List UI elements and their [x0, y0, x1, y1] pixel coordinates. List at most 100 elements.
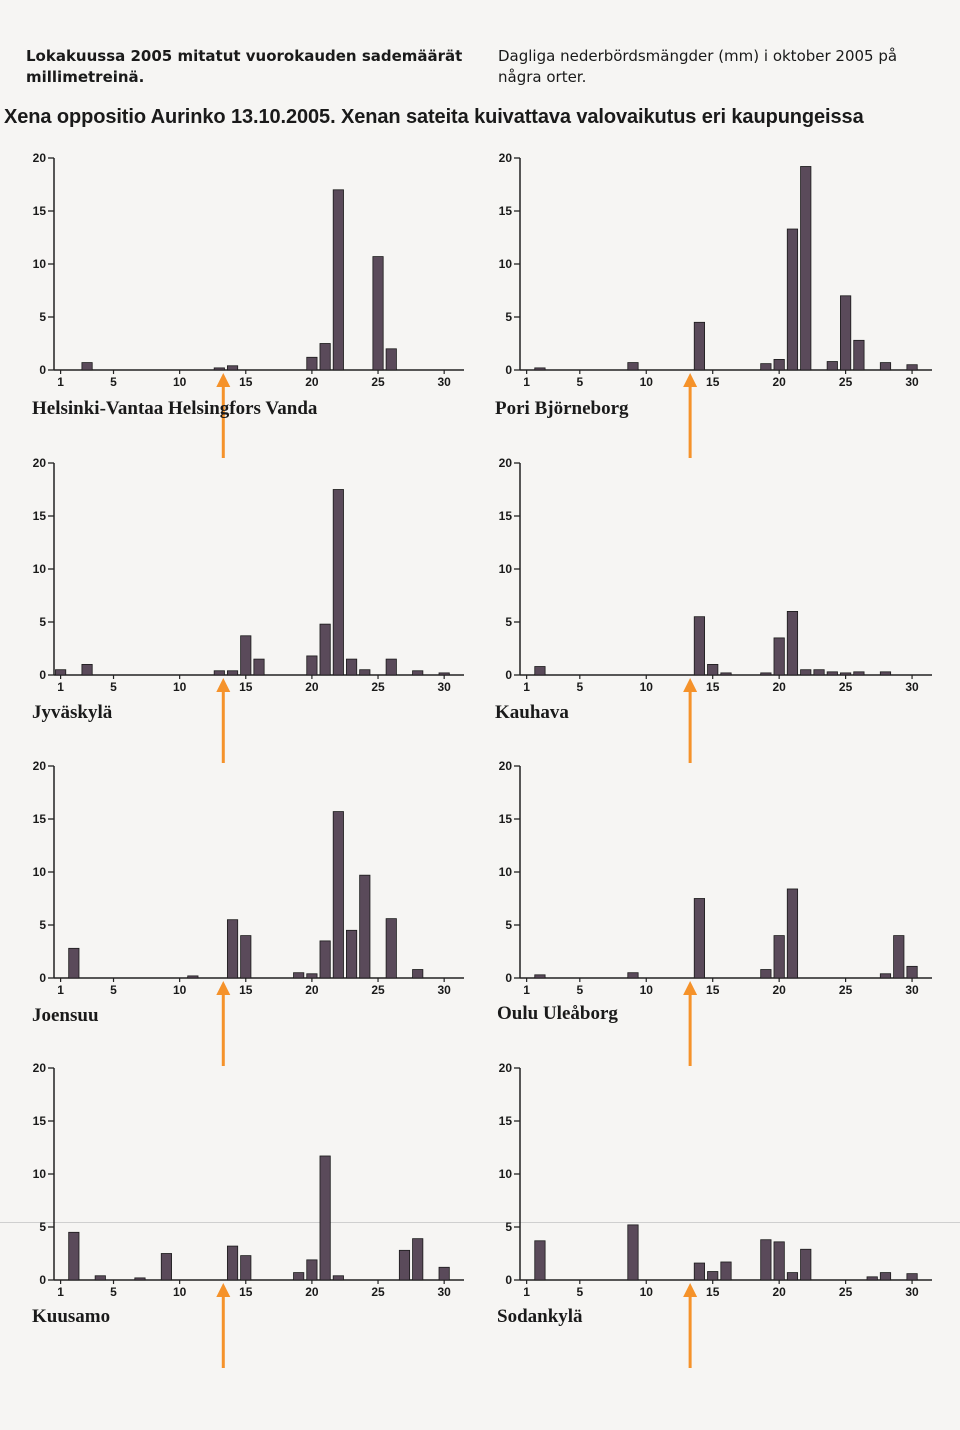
bar-day-24	[826, 361, 838, 371]
x-tick-label: 1	[523, 375, 530, 389]
y-tick-label: 15	[499, 509, 513, 523]
bar-day-9	[160, 1253, 172, 1281]
bar-day-26	[853, 339, 865, 371]
x-tick-label: 30	[437, 375, 451, 389]
x-tick-label: 25	[371, 680, 385, 694]
bar-day-13	[213, 670, 225, 676]
bar-day-20	[306, 973, 318, 979]
bar-day-11	[187, 975, 199, 979]
bar-day-14	[226, 1245, 239, 1281]
city-label: Helsinki-Vantaa Helsingfors Vanda	[32, 398, 318, 419]
bar-day-21	[786, 610, 799, 676]
y-tick-label: 0	[39, 1273, 46, 1287]
bar-day-30	[438, 672, 450, 676]
y-tick-label: 10	[33, 1167, 47, 1181]
x-tick-label: 20	[305, 983, 319, 997]
x-tick-label: 1	[57, 375, 64, 389]
y-tick-label: 10	[33, 865, 47, 879]
y-tick-label: 20	[33, 151, 47, 165]
bar-day-15	[707, 663, 719, 676]
x-tick-label: 10	[173, 680, 187, 694]
page-title: Xena oppositio Aurinko 13.10.2005. Xenan…	[4, 106, 864, 128]
bar-day-22	[332, 489, 344, 676]
opposition-arrow-icon	[216, 678, 231, 763]
bar-day-30	[906, 364, 918, 371]
y-tick-label: 10	[33, 257, 47, 271]
y-tick-label: 15	[33, 812, 47, 826]
x-tick-label: 5	[576, 680, 583, 694]
bar-day-2	[68, 947, 80, 979]
bar-day-20	[773, 637, 785, 676]
bar-day-23	[346, 929, 358, 979]
bar-day-22	[800, 1248, 812, 1281]
x-tick-label: 15	[706, 375, 720, 389]
caption-finnish: Lokakuussa 2005 mitatut vuorokauden sade…	[26, 47, 463, 86]
bar-day-13	[213, 367, 225, 371]
y-tick-label: 0	[39, 363, 46, 377]
x-tick-label: 1	[57, 1285, 64, 1299]
bar-day-9	[627, 362, 639, 371]
bar-day-22	[332, 1275, 344, 1281]
y-tick-label: 5	[39, 615, 46, 629]
y-tick-label: 10	[499, 865, 513, 879]
x-tick-label: 10	[173, 983, 187, 997]
x-tick-label: 1	[523, 680, 530, 694]
bar-day-16	[720, 672, 732, 676]
bar-day-24	[359, 669, 371, 676]
bar-day-30	[438, 1266, 450, 1281]
y-tick-label: 5	[505, 310, 512, 324]
bar-day-20	[306, 356, 318, 371]
bar-day-23	[346, 658, 358, 676]
bar-day-21	[786, 1272, 799, 1281]
x-tick-label: 5	[576, 1285, 583, 1299]
y-tick-label: 0	[505, 363, 512, 377]
bar-day-23	[813, 669, 825, 676]
bar-day-29	[893, 935, 905, 979]
bar-day-28	[879, 362, 892, 371]
bar-day-28	[412, 1238, 424, 1281]
y-tick-label: 15	[33, 1114, 47, 1128]
x-tick-label: 10	[640, 1285, 654, 1299]
bar-day-14	[693, 616, 706, 676]
bar-day-2	[534, 666, 546, 676]
x-tick-label: 5	[576, 375, 583, 389]
x-tick-label: 20	[305, 680, 319, 694]
y-tick-label: 5	[39, 310, 46, 324]
bar-day-21	[319, 343, 331, 371]
y-tick-label: 0	[505, 971, 512, 985]
x-tick-label: 30	[905, 983, 919, 997]
bar-day-7	[134, 1277, 146, 1281]
x-tick-label: 1	[523, 1285, 530, 1299]
bar-day-14	[226, 670, 239, 676]
bar-day-21	[786, 888, 799, 979]
bar-day-20	[773, 358, 785, 371]
y-tick-label: 10	[499, 1167, 513, 1181]
bar-day-26	[853, 671, 865, 676]
bar-day-28	[879, 973, 892, 979]
bar-day-20	[773, 1241, 785, 1281]
bar-day-19	[760, 969, 772, 979]
y-tick-label: 5	[505, 918, 512, 932]
bar-day-14	[693, 898, 706, 979]
bar-day-26	[385, 918, 397, 979]
city-label: Joensuu	[32, 1005, 99, 1026]
y-tick-label: 10	[499, 562, 513, 576]
x-tick-label: 15	[239, 983, 253, 997]
x-tick-label: 1	[523, 983, 530, 997]
bar-day-22	[800, 669, 812, 676]
opposition-arrow-icon	[683, 1283, 698, 1368]
bar-day-14	[226, 365, 239, 371]
bar-day-16	[720, 1261, 732, 1281]
bar-day-2	[534, 974, 546, 979]
bar-day-28	[879, 671, 892, 676]
x-tick-label: 25	[371, 375, 385, 389]
x-tick-label: 20	[305, 1285, 319, 1299]
x-tick-label: 10	[640, 680, 654, 694]
bar-day-20	[306, 1259, 318, 1281]
y-tick-label: 15	[499, 1114, 513, 1128]
bar-day-19	[760, 672, 772, 676]
